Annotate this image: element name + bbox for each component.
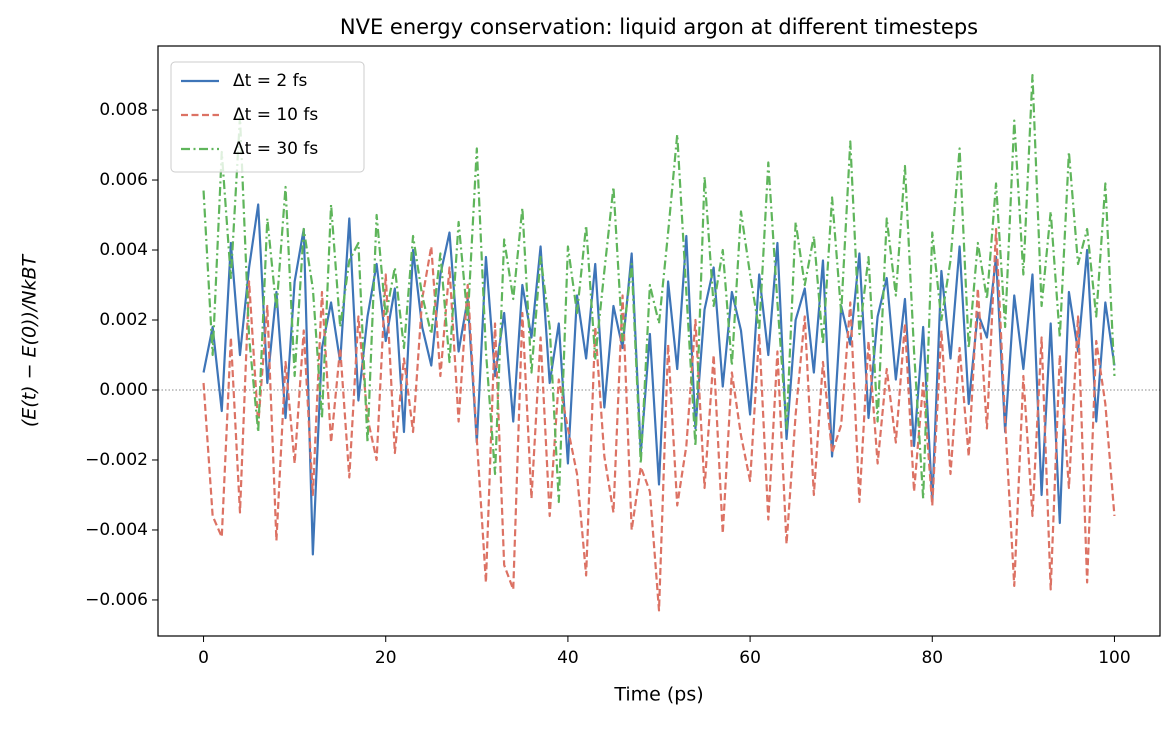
y-tick-label: −0.002 (85, 450, 148, 470)
legend-label: Δt = 10 fs (233, 105, 318, 125)
x-tick-label: 40 (557, 648, 579, 668)
y-tick-label: 0.006 (99, 170, 148, 190)
x-tick-label: 80 (921, 648, 943, 668)
x-tick-label: 0 (198, 648, 209, 668)
series-line (202, 73, 1116, 504)
y-tick-label: −0.006 (85, 590, 148, 610)
y-tick-label: 0.002 (99, 310, 148, 330)
chart-title: NVE energy conservation: liquid argon at… (340, 15, 978, 39)
series-line (202, 227, 1116, 612)
y-tick-label: 0.004 (99, 240, 148, 260)
legend-label: Δt = 30 fs (233, 139, 318, 159)
x-tick-label: 20 (375, 648, 397, 668)
x-axis-label: Time (ps) (613, 684, 703, 706)
y-tick-label: 0.000 (99, 380, 148, 400)
y-tick-label: −0.004 (85, 520, 148, 540)
plot-frame (157, 45, 1161, 637)
x-tick-label: 60 (739, 648, 761, 668)
y-axis-label: (E(t) − E(0))/NkBT (19, 253, 41, 427)
y-tick-label: 0.008 (99, 100, 148, 120)
legend-label: Δt = 2 fs (233, 71, 308, 91)
series-line (202, 203, 1116, 556)
x-tick-label: 100 (1098, 648, 1130, 668)
legend: Δt = 2 fs Δt = 10 fs Δt = 30 fs (170, 61, 365, 173)
legend-box (170, 61, 365, 173)
